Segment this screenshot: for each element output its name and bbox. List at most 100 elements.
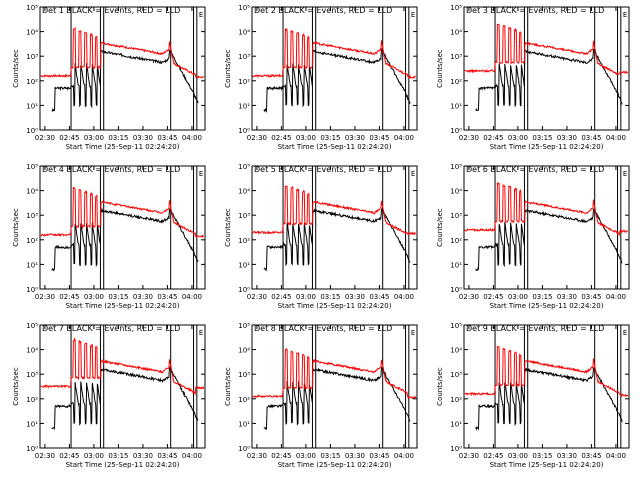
- y-axis-label: Counts/sec: [12, 367, 20, 406]
- x-tick-label: 03:45: [369, 134, 389, 142]
- y-tick-label: 10¹: [26, 102, 38, 110]
- plot-frame: [463, 6, 630, 131]
- x-tick-label: 03:00: [508, 134, 528, 142]
- x-tick-label: 03:30: [133, 134, 153, 142]
- y-tick-label: 10²: [450, 396, 462, 404]
- y-tick-label: 10³: [26, 212, 38, 220]
- y-axis-label: Counts/sec: [436, 49, 444, 88]
- x-tick-label: 02:45: [483, 452, 503, 460]
- x-tick-label: 02:45: [59, 293, 79, 301]
- x-tick-label: 04:00: [182, 452, 202, 460]
- x-axis-label: Start Time (25-Sep-11 02:24:20): [490, 143, 604, 151]
- x-tick-label: 03:00: [508, 452, 528, 460]
- events-series: [263, 48, 411, 114]
- x-axis-label: Start Time (25-Sep-11 02:24:20): [66, 461, 180, 469]
- y-tick-label: 10³: [26, 371, 38, 379]
- y-tick-label: 10⁵: [26, 4, 38, 12]
- plot-frame: [251, 6, 418, 131]
- x-tick-label: 03:30: [133, 452, 153, 460]
- events-series: [475, 208, 623, 272]
- x-tick-label: 02:45: [271, 293, 291, 301]
- panel-title: Det 6 BLACK = Events, RED = LLD: [466, 165, 604, 174]
- events-series: [263, 367, 411, 431]
- x-tick-label: 03:00: [508, 293, 528, 301]
- x-tick-label: 02:45: [271, 134, 291, 142]
- y-tick-label: 10¹: [450, 102, 462, 110]
- panel-title: Det 2 BLACK = Events, RED = LLD: [254, 6, 392, 15]
- y-tick-label: 10²: [26, 78, 38, 86]
- panel-title: Det 3 BLACK = Events, RED = LLD: [466, 6, 604, 15]
- x-tick-label: 03:00: [84, 452, 104, 460]
- y-tick-label: 10³: [450, 53, 462, 61]
- y-tick-label: 10⁴: [26, 347, 38, 355]
- x-tick-label: 02:30: [459, 452, 479, 460]
- y-axis-label: Counts/sec: [436, 208, 444, 247]
- y-tick-label: 10³: [26, 53, 38, 61]
- y-axis-label: Counts/sec: [12, 208, 20, 247]
- panel-det-7: Det 7 BLACK = Events, RED = LLD E 10⁰ 10¹ 10…: [12, 322, 206, 469]
- x-tick-label: 02:30: [35, 134, 55, 142]
- x-tick-label: 03:15: [320, 452, 340, 460]
- lld-series: [40, 26, 204, 79]
- x-tick-label: 03:30: [345, 452, 365, 460]
- x-axis-label: Start Time (25-Sep-11 02:24:20): [278, 302, 392, 310]
- y-tick-label: 10⁴: [450, 29, 462, 37]
- y-axis-label: Counts/sec: [224, 367, 232, 406]
- y-tick-label: 10²: [450, 237, 462, 245]
- x-tick-label: 04:00: [606, 452, 626, 460]
- y-tick-label: 10²: [238, 237, 250, 245]
- x-tick-label: 04:00: [182, 293, 202, 301]
- x-tick-label: 02:45: [483, 293, 503, 301]
- y-tick-label: 10⁰: [26, 127, 38, 135]
- x-tick-label: 03:00: [296, 452, 316, 460]
- x-tick-label: 02:45: [271, 452, 291, 460]
- events-series: [51, 207, 199, 272]
- panel-title: Det 9 BLACK = Events, RED = LLD: [466, 324, 604, 333]
- x-tick-label: 03:30: [345, 134, 365, 142]
- x-tick-label: 03:15: [532, 134, 552, 142]
- y-tick-label: 10⁴: [238, 188, 250, 196]
- panel-title: Det 5 BLACK = Events, RED = LLD: [254, 165, 392, 174]
- plot-frame: [251, 324, 418, 449]
- x-tick-label: 02:30: [247, 134, 267, 142]
- y-tick-label: 10¹: [26, 261, 38, 269]
- panel-title: Det 8 BLACK = Events, RED = LLD: [254, 324, 392, 333]
- x-tick-label: 03:15: [108, 293, 128, 301]
- y-tick-label: 10³: [238, 53, 250, 61]
- y-tick-label: 10⁴: [26, 188, 38, 196]
- x-tick-label: 03:30: [557, 293, 577, 301]
- x-tick-label: 04:00: [394, 134, 414, 142]
- x-tick-label: 02:30: [247, 293, 267, 301]
- panel-det-2: Det 2 BLACK = Events, RED = LLD E 10⁰ 10¹ 10…: [224, 4, 418, 151]
- x-tick-label: 02:30: [35, 452, 55, 460]
- plot-frame: [463, 324, 630, 449]
- y-tick-label: 10⁴: [26, 29, 38, 37]
- marker-label: E: [199, 11, 203, 19]
- panel-det-4: Det 4 BLACK = Events, RED = LLD E 10⁰ 10¹ 10…: [12, 163, 206, 310]
- lld-series: [252, 347, 417, 400]
- y-tick-label: 10⁴: [450, 188, 462, 196]
- y-tick-label: 10³: [238, 212, 250, 220]
- y-tick-label: 10⁴: [238, 347, 250, 355]
- x-tick-label: 03:15: [320, 293, 340, 301]
- y-tick-label: 10¹: [238, 420, 250, 428]
- lld-series: [40, 337, 205, 396]
- x-tick-label: 02:30: [247, 452, 267, 460]
- y-tick-label: 10³: [238, 371, 250, 379]
- y-tick-label: 10¹: [238, 102, 250, 110]
- x-tick-label: 02:45: [483, 134, 503, 142]
- y-tick-label: 10⁰: [238, 127, 250, 135]
- events-series: [263, 207, 411, 272]
- y-axis-label: Counts/sec: [224, 208, 232, 247]
- marker-label: E: [411, 11, 415, 19]
- y-tick-label: 10⁰: [450, 127, 462, 135]
- x-tick-label: 03:15: [532, 293, 552, 301]
- lld-series: [252, 185, 416, 236]
- lld-series: [464, 23, 628, 76]
- y-tick-label: 10⁵: [238, 4, 250, 12]
- marker-label: E: [199, 329, 203, 337]
- x-tick-label: 03:15: [108, 134, 128, 142]
- y-tick-label: 10³: [450, 212, 462, 220]
- lld-series: [464, 345, 629, 398]
- y-tick-label: 10⁵: [238, 163, 250, 171]
